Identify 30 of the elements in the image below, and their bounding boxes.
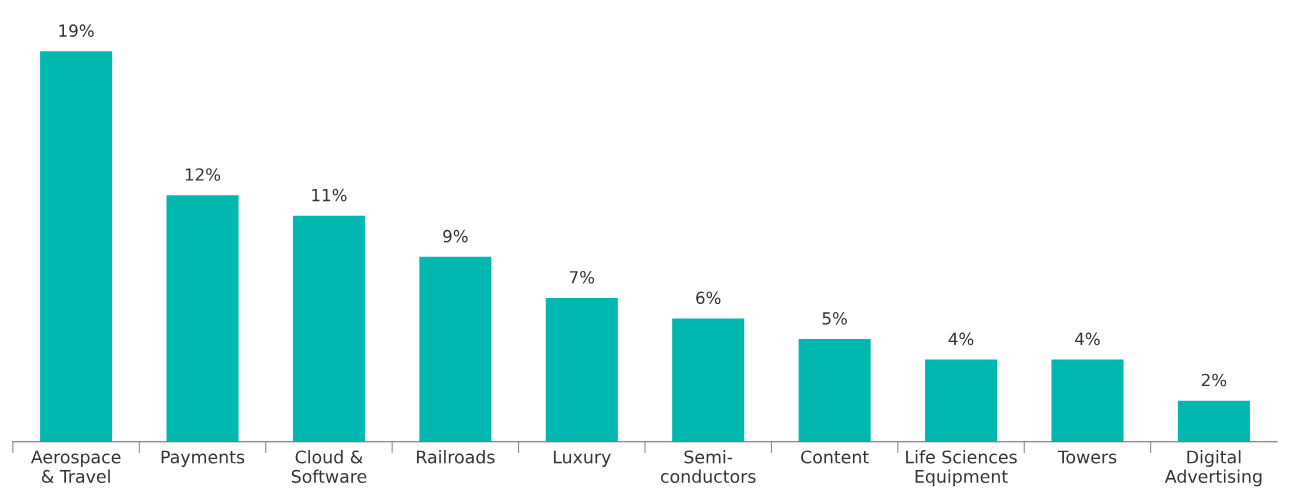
x-tick-label: Semi- conductors (660, 450, 756, 483)
x-tick-label: Luxury (553, 450, 611, 467)
data-label: 11% (312, 188, 347, 202)
bar (419, 256, 492, 442)
bar (166, 195, 239, 442)
x-tick-label: Cloud & Software (291, 450, 367, 483)
bar (1051, 359, 1124, 442)
data-label: 12% (185, 168, 221, 181)
data-label: 19% (59, 24, 94, 37)
data-label: 5% (822, 312, 847, 325)
data-label: 7% (569, 270, 595, 284)
x-tick-label: Life Sciences Equipment (906, 450, 1017, 487)
bar (1177, 400, 1250, 442)
bar (40, 51, 113, 442)
bar (925, 359, 998, 442)
x-tick-label: Payments (161, 450, 245, 467)
x-tick-label: Digital Advertising (1164, 450, 1262, 487)
bar (672, 318, 745, 442)
data-label: 2% (1201, 373, 1227, 387)
x-tick-label: Content (801, 450, 869, 464)
data-label: 4% (948, 332, 974, 346)
x-tick-label: Railroads (417, 450, 495, 464)
data-label: 6% (696, 291, 721, 305)
x-tick-label: Aerospace & Travel (30, 450, 121, 483)
bar (545, 297, 618, 442)
bar (798, 339, 871, 442)
data-label: 4% (1075, 332, 1100, 346)
data-label: 9% (443, 229, 468, 243)
bar (292, 215, 365, 442)
x-tick-label: Towers (1057, 450, 1117, 464)
